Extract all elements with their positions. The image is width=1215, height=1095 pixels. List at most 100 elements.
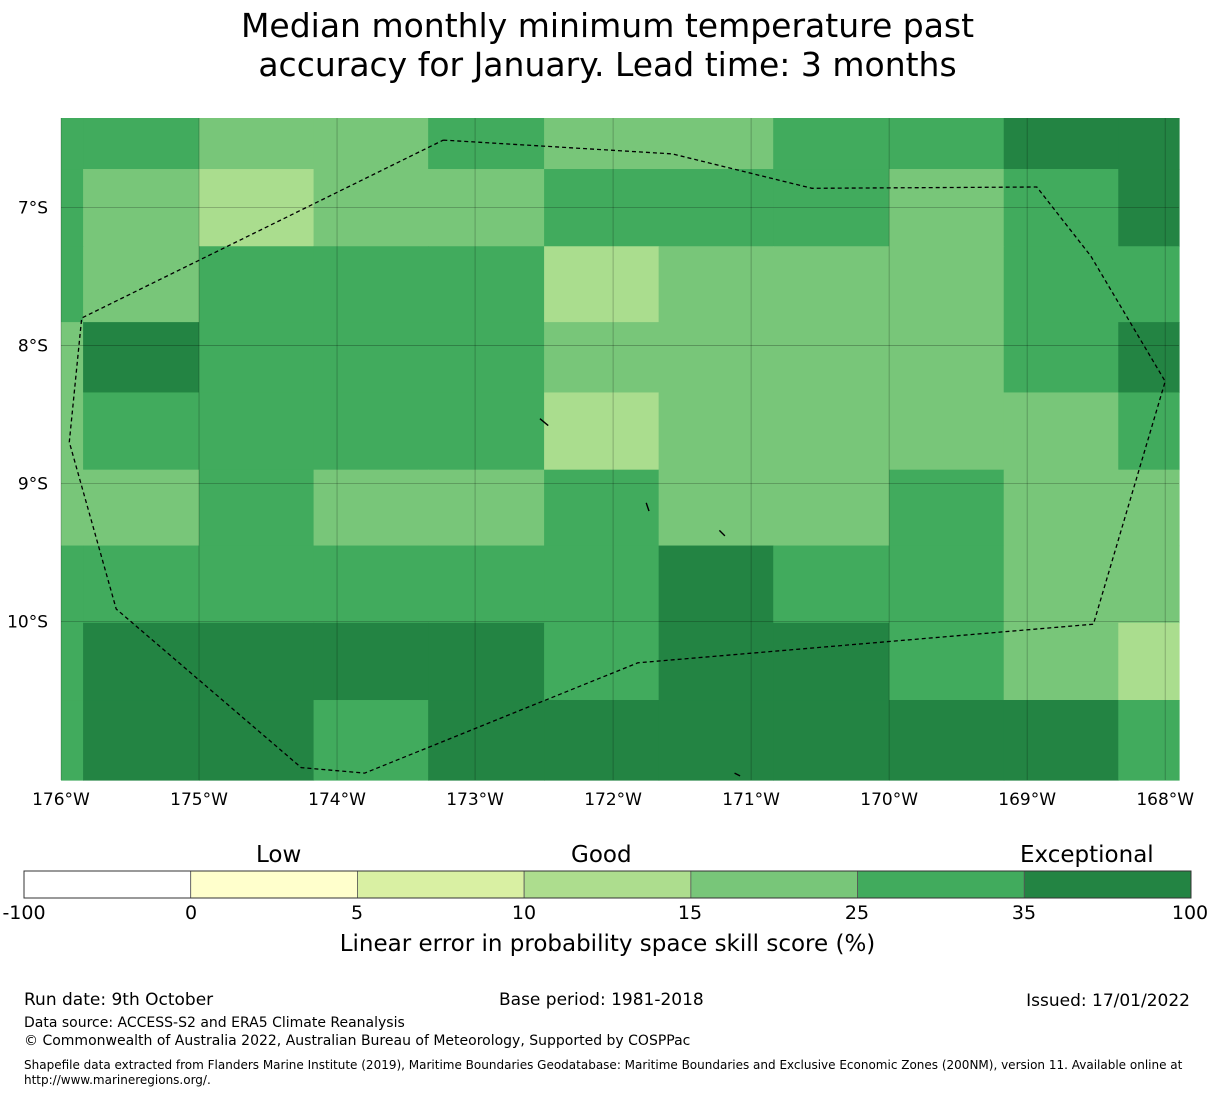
grid-cell [83, 700, 200, 781]
grid-cell [773, 392, 890, 471]
grid-cell [1003, 392, 1119, 471]
longitude-tick-label: 169°W [998, 790, 1056, 810]
grid-cell [889, 246, 1005, 323]
longitude-tick-label: 170°W [860, 790, 918, 810]
grid-cell [313, 118, 429, 170]
grid-cell [199, 322, 315, 394]
grid-cell [428, 322, 545, 394]
grid-cell [428, 622, 545, 701]
grid-cell [313, 392, 429, 471]
grid-cell [544, 622, 660, 701]
grid-cell [773, 118, 890, 170]
colorbar-tick: -100 [2, 902, 46, 924]
grid-cell [61, 700, 84, 781]
grid-cell [61, 169, 84, 247]
colorbar-word-exceptional: Exceptional [1020, 842, 1154, 868]
grid-cell [83, 392, 200, 471]
grid-cell [313, 169, 429, 247]
latitude-tick-label: 7°S [18, 199, 48, 219]
colorbar-bin [857, 870, 1025, 899]
colorbar-word-low: Low [256, 842, 302, 868]
colorbar-bin [1023, 870, 1192, 899]
skill-grid [61, 118, 1180, 781]
grid-cell [773, 322, 890, 394]
shapefile-credit-line-2: http://www.marineregions.org/. [24, 1073, 211, 1087]
grid-cell [544, 545, 660, 624]
grid-cell [199, 169, 315, 247]
longitude-tick-label: 174°W [308, 790, 366, 810]
grid-cell [773, 700, 890, 781]
longitude-tick-labels: 176°W 175°W 174°W 173°W 172°W 171°W 170°W 169°W… [32, 790, 1194, 810]
grid-cell [773, 545, 890, 624]
colorbar-tick: 35 [1011, 902, 1037, 924]
grid-cell [83, 469, 200, 547]
grid-cell [313, 246, 429, 323]
grid-cell [1003, 545, 1119, 624]
grid-cell [889, 118, 1005, 170]
longitude-tick-label: 175°W [170, 790, 228, 810]
colorbar-bin [357, 870, 525, 899]
grid-cell [199, 246, 315, 323]
grid-cell [1003, 246, 1119, 323]
colorbar-word-good: Good [571, 842, 632, 868]
grid-cell [889, 392, 1005, 471]
grid-cell [199, 545, 315, 624]
colorbar-bin [690, 870, 858, 899]
grid-cell [313, 469, 429, 547]
grid-cell [199, 118, 315, 170]
grid-cell [773, 622, 890, 701]
grid-cell [83, 622, 200, 701]
grid-cell [199, 392, 315, 471]
grid-cell [61, 246, 84, 323]
grid-cell [773, 169, 890, 247]
grid-cell [199, 622, 315, 701]
grid-cell [658, 545, 774, 624]
colorbar-tick: 0 [184, 902, 198, 924]
grid-cell [1118, 246, 1180, 323]
grid-cell [658, 118, 774, 170]
longitude-tick-label: 171°W [722, 790, 780, 810]
grid-cell [544, 169, 660, 247]
colorbar-tick: 25 [844, 902, 870, 924]
island-outline [734, 772, 741, 777]
island-outline [645, 502, 650, 512]
grid-cell [428, 392, 545, 471]
grid-cell [83, 246, 200, 323]
grid-cell [83, 545, 200, 624]
grid-cell [1118, 392, 1180, 471]
grid-cell [1118, 169, 1180, 247]
latitude-tick-labels: 7°S 8°S 9°S 10°S [7, 199, 48, 633]
colorbar-tick: 15 [677, 902, 703, 924]
grid-cell [889, 622, 1005, 701]
grid-cell [544, 392, 660, 471]
grid-cell [544, 118, 660, 170]
latitude-tick-label: 10°S [7, 612, 48, 632]
colorbar-bin [190, 870, 358, 899]
colorbar [23, 870, 1192, 899]
grid-cell [313, 622, 429, 701]
grid-cell [61, 322, 84, 394]
grid-cell [1003, 622, 1119, 701]
grid-cell [773, 469, 890, 547]
grid-cell [1118, 622, 1180, 701]
grid-cell [1118, 118, 1180, 170]
colorbar-tick: 100 [1171, 902, 1209, 924]
grid-cell [889, 322, 1005, 394]
grid-cell [83, 169, 200, 247]
grid-cell [61, 392, 84, 471]
grid-cell [61, 545, 84, 624]
grid-cell [313, 322, 429, 394]
grid-cell [428, 118, 545, 170]
grid-cell [61, 469, 84, 547]
map-figure: 176°W 175°W 174°W 173°W 172°W 171°W 170°W 169°W… [7, 118, 1194, 810]
grid-cell [428, 469, 545, 547]
issued-date: Issued: 17/01/2022 [1026, 991, 1190, 1011]
grid-cell [544, 322, 660, 394]
graticule [60, 118, 1179, 780]
grid-cell [889, 169, 1005, 247]
grid-cell [83, 322, 200, 394]
longitude-tick-label: 176°W [32, 790, 90, 810]
grid-cell [1003, 169, 1119, 247]
run-date: Run date: 9th October [24, 990, 214, 1010]
grid-cell [544, 246, 660, 323]
